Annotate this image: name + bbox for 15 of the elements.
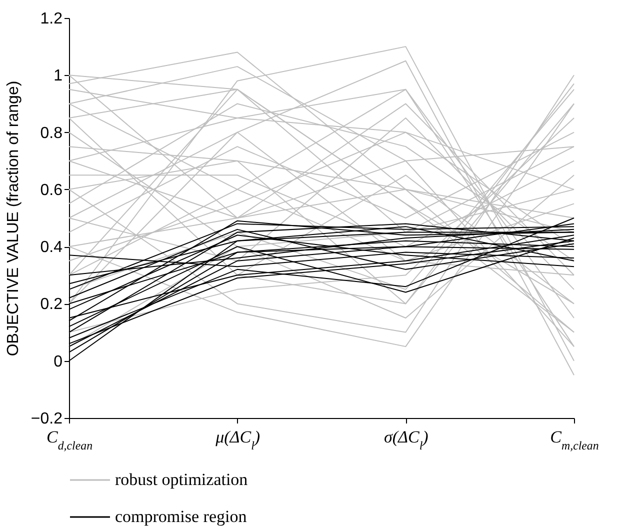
legend-label: robust optimization xyxy=(115,470,248,489)
y-tick-label: 1.2 xyxy=(40,10,63,28)
y-tick-label: 0.2 xyxy=(40,296,63,314)
y-axis-title: OBJECTIVE VALUE (fraction of range) xyxy=(4,80,22,356)
y-tick-label: −0.2 xyxy=(30,410,63,428)
x-tick-label: C$_{d,clean}$ xyxy=(46,428,93,452)
y-tick-label: 0.6 xyxy=(40,182,63,199)
y-tick-label: 0.4 xyxy=(40,239,63,256)
legend-label: compromise region xyxy=(115,507,248,526)
y-tick-label: 0 xyxy=(54,353,63,370)
x-tick-label: μ(ΔC$_{l}$) xyxy=(214,428,260,452)
x-tick-label: C$_{m,clean}$ xyxy=(550,428,599,452)
y-tick-label: 1 xyxy=(54,68,63,85)
x-tick-label: σ(ΔC$_{l}$) xyxy=(384,428,429,452)
y-tick-label: 0.8 xyxy=(40,124,63,142)
